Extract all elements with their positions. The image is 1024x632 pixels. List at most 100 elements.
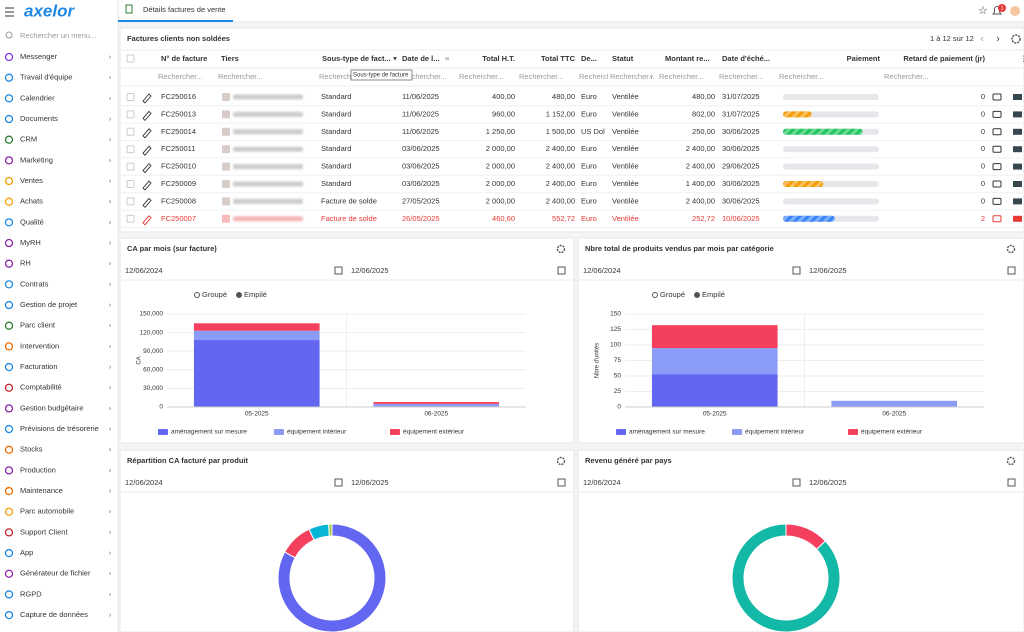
edit-icon[interactable] xyxy=(142,162,152,174)
menu-item[interactable]: Comptabilité xyxy=(20,383,62,392)
donut-slice[interactable] xyxy=(328,523,333,537)
calendar-icon[interactable] xyxy=(1007,478,1016,487)
menu-button[interactable] xyxy=(5,7,14,17)
menu-item[interactable]: RGPD xyxy=(20,589,42,598)
menu-item[interactable]: Production xyxy=(20,465,56,474)
column-header[interactable]: Paiement xyxy=(847,54,881,63)
print-icon[interactable] xyxy=(992,180,1002,188)
print-icon[interactable] xyxy=(992,110,1002,118)
mail-icon[interactable] xyxy=(1013,198,1022,205)
calendar-icon[interactable] xyxy=(792,478,801,487)
chart-settings[interactable] xyxy=(556,244,566,254)
row-checkbox[interactable] xyxy=(126,197,135,206)
column-header[interactable]: De... xyxy=(581,54,597,63)
mode-radio[interactable] xyxy=(652,292,658,298)
menu-item[interactable]: Qualité xyxy=(20,217,44,226)
menu-item[interactable]: Messenger xyxy=(20,52,58,61)
menu-item[interactable]: Générateur de fichier xyxy=(20,569,91,578)
legend-label[interactable]: équipement extérieur xyxy=(861,429,923,436)
legend-label[interactable]: équipement intérieur xyxy=(287,429,347,436)
date-to[interactable]: 12/06/2025 xyxy=(351,478,389,487)
mode-radio[interactable] xyxy=(236,292,242,298)
chart-settings[interactable] xyxy=(556,456,566,466)
tab-title[interactable]: Détails factures de vente xyxy=(143,5,226,14)
column-filter[interactable]: Rechercher... xyxy=(158,72,203,81)
print-icon[interactable] xyxy=(992,197,1002,205)
calendar-icon[interactable] xyxy=(557,266,566,275)
bar-segment[interactable] xyxy=(193,330,320,341)
menu-item[interactable]: CRM xyxy=(20,135,37,144)
row-checkbox[interactable] xyxy=(126,145,135,154)
next-page[interactable]: › xyxy=(996,34,999,45)
chart-settings[interactable] xyxy=(1006,244,1016,254)
column-header[interactable]: Montant re... xyxy=(665,54,710,63)
mail-icon[interactable] xyxy=(1013,111,1022,118)
legend-swatch[interactable] xyxy=(390,429,400,435)
column-filter[interactable]: Rechercher... xyxy=(779,72,824,81)
row-checkbox[interactable] xyxy=(126,127,135,136)
menu-item[interactable]: Facturation xyxy=(20,362,58,371)
mail-icon[interactable] xyxy=(1013,163,1022,170)
edit-icon[interactable] xyxy=(142,110,152,122)
menu-item[interactable]: Contrats xyxy=(20,279,49,288)
calendar-icon[interactable] xyxy=(334,478,343,487)
edit-icon[interactable] xyxy=(142,145,152,156)
legend-label[interactable]: aménagement sur mesure xyxy=(171,429,247,436)
legend-swatch[interactable] xyxy=(848,429,858,435)
menu-item[interactable]: Maintenance xyxy=(20,486,63,495)
menu-item[interactable]: Capture de données xyxy=(20,610,88,619)
menu-item[interactable]: Documents xyxy=(20,114,58,123)
date-from[interactable]: 12/06/2024 xyxy=(583,266,621,275)
legend-swatch[interactable] xyxy=(616,429,626,435)
menu-item[interactable]: Calendrier xyxy=(20,93,55,102)
mode-label[interactable]: Empilé xyxy=(702,290,725,299)
mail-icon[interactable] xyxy=(1013,215,1022,222)
mode-label[interactable]: Empilé xyxy=(244,290,267,299)
menu-item[interactable]: Support Client xyxy=(20,527,68,536)
column-filter[interactable]: Rechercher... xyxy=(610,72,655,81)
prev-page[interactable]: ‹ xyxy=(980,34,983,45)
column-filter[interactable]: Rechercher... xyxy=(402,72,447,81)
print-icon[interactable] xyxy=(992,128,1002,136)
row-checkbox[interactable] xyxy=(126,93,135,101)
bar-segment[interactable] xyxy=(651,348,778,375)
column-header[interactable]: Retard de paiement (jr) xyxy=(903,54,985,63)
edit-icon[interactable] xyxy=(142,128,152,139)
date-from[interactable]: 12/06/2024 xyxy=(125,478,163,487)
bar-segment[interactable] xyxy=(193,340,320,407)
column-header[interactable]: Tiers xyxy=(221,54,239,63)
print-icon[interactable] xyxy=(992,215,1002,223)
menu-item[interactable]: Parc automobile xyxy=(20,507,74,516)
date-from[interactable]: 12/06/2024 xyxy=(583,478,621,487)
settings-gear[interactable] xyxy=(1011,34,1021,44)
print-icon[interactable] xyxy=(992,163,1002,171)
column-header[interactable]: Total H.T. xyxy=(482,54,515,63)
column-header[interactable]: Date d'éché... xyxy=(722,54,770,63)
menu-item[interactable]: RH xyxy=(20,259,31,268)
column-filter[interactable]: Rechercher... xyxy=(319,72,364,81)
row-checkbox[interactable] xyxy=(126,162,135,171)
menu-item[interactable]: Prévisions de trésorerie xyxy=(20,424,99,433)
edit-icon[interactable] xyxy=(142,197,152,209)
column-header[interactable]: N° de facture xyxy=(161,54,207,63)
avatar[interactable] xyxy=(1010,6,1020,16)
mail-icon[interactable] xyxy=(1013,181,1022,187)
column-filter[interactable]: Rechercher... xyxy=(218,72,263,81)
column-header[interactable]: Statut xyxy=(612,54,634,63)
menu-item[interactable]: Ventes xyxy=(20,176,43,185)
donut-slice[interactable] xyxy=(731,523,841,632)
legend-swatch[interactable] xyxy=(274,429,284,435)
menu-item[interactable]: App xyxy=(20,548,33,557)
mode-label[interactable]: Groupé xyxy=(202,290,227,299)
calendar-icon[interactable] xyxy=(557,478,566,487)
select-all[interactable] xyxy=(126,54,135,63)
mail-icon[interactable] xyxy=(1013,146,1022,153)
bar-segment[interactable] xyxy=(651,325,778,349)
legend-label[interactable]: équipement intérieur xyxy=(745,429,805,436)
chart-settings[interactable] xyxy=(1006,456,1016,466)
favorite-star[interactable]: ☆ xyxy=(978,5,988,17)
menu-item[interactable]: Travail d'équipe xyxy=(20,73,72,82)
date-to[interactable]: 12/06/2025 xyxy=(809,266,847,275)
menu-item[interactable]: Intervention xyxy=(20,341,59,350)
row-checkbox[interactable] xyxy=(126,214,135,223)
